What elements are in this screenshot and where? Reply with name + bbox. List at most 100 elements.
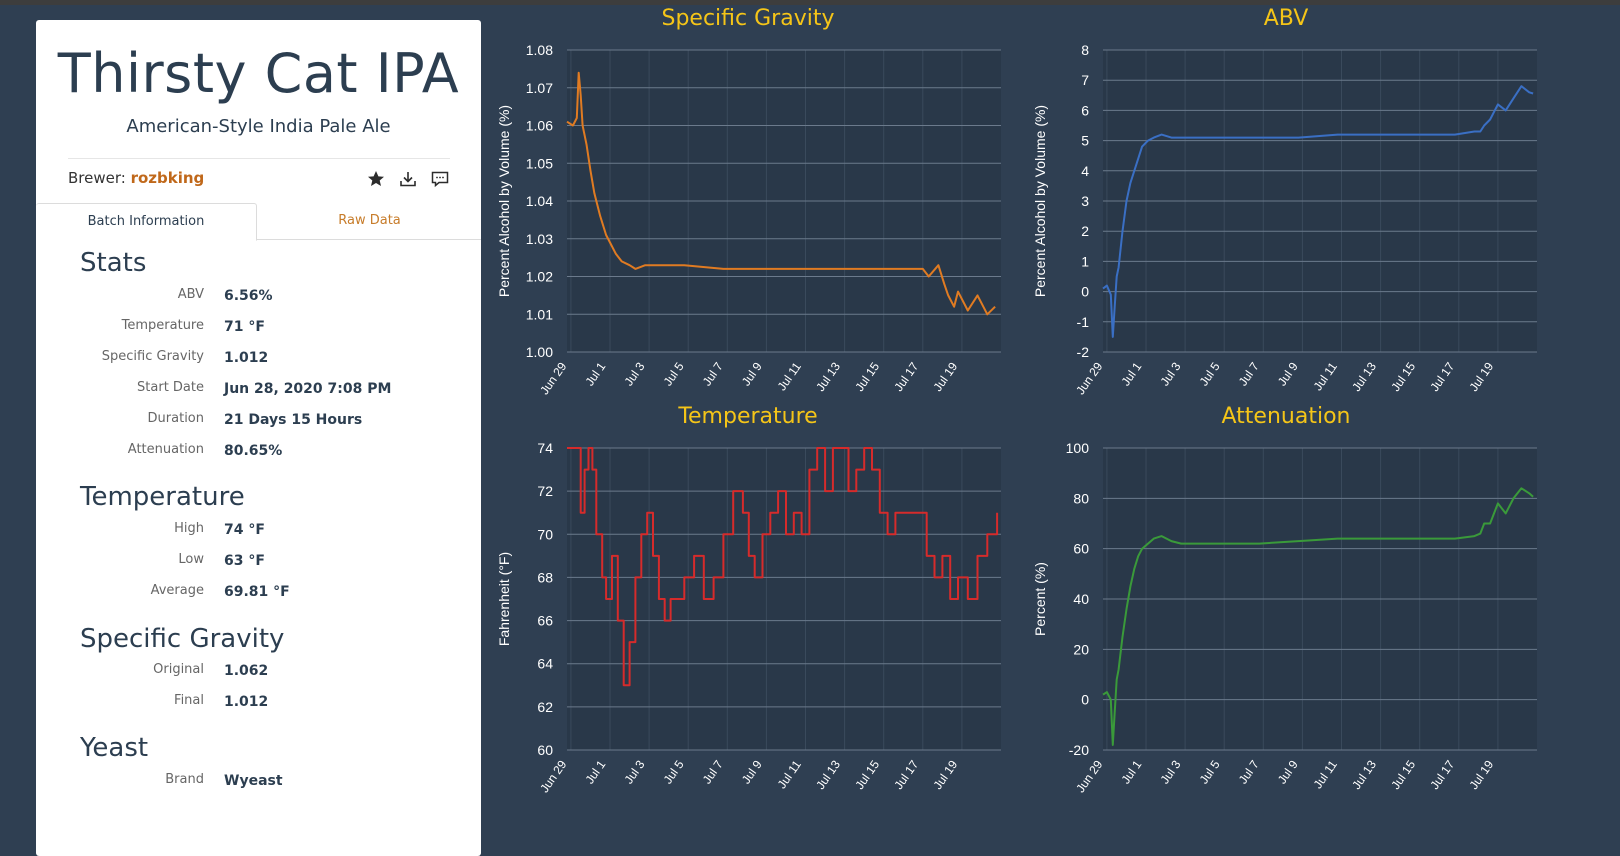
beer-style: American-Style India Pale Ale [126,116,391,137]
stat-value: 69.81 °F [224,584,290,600]
brewer-info: Brewer: rozbking [68,169,204,187]
star-icon[interactable] [366,169,386,189]
x-tick-label: Jul 19 [1467,757,1497,792]
y-axis-label: Percent (%) [1032,562,1048,636]
tab-batch-information[interactable]: Batch Information [36,203,257,241]
x-tick-label: Jul 5 [1197,359,1223,388]
y-tick-label: 70 [537,526,553,542]
y-tick-label: 1.08 [526,42,553,58]
tab-raw-data[interactable]: Raw Data [338,213,401,228]
stat-label: Original [153,662,204,677]
y-tick-label: -2 [1077,344,1090,360]
y-tick-label: 1.04 [526,193,553,209]
y-tick-label: 7 [1081,72,1089,88]
x-tick-label: Jul 9 [1275,757,1301,786]
gravity-chart-title: Specific Gravity [661,6,835,31]
y-tick-label: 80 [1073,490,1089,506]
x-tick-label: Jul 17 [1427,359,1457,394]
x-tick-label: Jul 1 [1118,757,1144,786]
x-tick-label: Jul 15 [852,757,882,792]
stat-value: 74 °F [224,522,265,538]
x-tick-label: Jul 1 [1118,359,1144,388]
y-tick-label: -1 [1077,314,1090,330]
y-tick-label: 60 [1073,541,1089,557]
series-line [1102,487,1534,746]
x-tick-label: Jul 5 [661,359,687,388]
y-tick-label: 68 [537,569,553,585]
stat-label: High [174,521,204,536]
x-tick-label: Jul 11 [1311,359,1341,393]
stat-label: Duration [147,411,204,426]
y-tick-label: 62 [537,699,553,715]
stat-value: 21 Days 15 Hours [224,412,363,428]
stat-row: Duration 21 Days 15 Hours [36,411,481,433]
y-tick-label: 4 [1081,163,1089,179]
stat-value: 80.65% [224,443,283,459]
x-tick-label: Jul 11 [1311,757,1341,791]
stat-value: 63 °F [224,553,265,569]
brewer-link[interactable]: rozbking [130,169,205,187]
stat-value: 71 °F [224,319,265,335]
temperature-chart-title: Temperature [678,404,818,429]
x-tick-label: Jul 13 [1349,757,1379,792]
x-tick-label: Jul 7 [700,359,726,388]
plot-area [567,448,1001,750]
stat-value: 1.012 [224,694,269,710]
temperature-heading: Temperature [80,482,245,512]
x-tick-label: Jul 11 [775,757,805,791]
y-tick-label: 66 [537,613,553,629]
y-tick-label: 60 [537,742,553,758]
x-tick-label: Jul 17 [891,359,921,394]
x-tick-label: Jul 13 [1349,359,1379,394]
y-tick-label: 5 [1081,133,1089,149]
stat-value: Jun 28, 2020 7:08 PM [224,381,392,397]
comment-icon[interactable] [430,169,450,189]
x-tick-label: Jul 5 [661,757,687,786]
y-tick-label: 100 [1066,440,1090,456]
x-tick-label: Jul 15 [1388,359,1418,394]
action-icons [366,169,450,189]
gravity-heading: Specific Gravity [80,624,285,654]
x-tick-label: Jul 19 [931,359,961,394]
stat-label: Start Date [137,380,204,395]
x-tick-label: Jul 15 [1388,757,1418,792]
stat-label: Final [174,693,204,708]
gravity-chart[interactable]: Jun 29 Jul 1 Jul 3 Jul 5 Jul 7 Jul 9 Jul 11 Jul… [0,0,1620,836]
stat-row: Start Date Jun 28, 2020 7:08 PM [36,380,481,402]
stat-label: Low [178,552,204,567]
stat-value: Wyeast [224,773,283,789]
stat-row: High 74 °F [36,521,481,543]
stat-label: Specific Gravity [101,349,204,364]
y-tick-label: 1.00 [526,344,553,360]
stat-row: Brand Wyeast [36,772,481,794]
x-tick-label: Jul 9 [739,757,765,786]
y-tick-label: 6 [1081,102,1089,118]
x-tick-label: Jun 29 [1073,359,1105,397]
y-tick-label: 2 [1081,223,1089,239]
x-tick-label: Jun 29 [537,757,569,795]
x-tick-label: Jun 29 [1073,757,1105,795]
x-tick-label: Jul 1 [582,359,608,388]
stat-value: 1.012 [224,350,269,366]
stat-label: ABV [177,287,204,302]
x-tick-label: Jul 17 [1427,757,1457,792]
x-tick-label: Jul 7 [1236,757,1262,786]
beer-title: Thirsty Cat IPA [57,42,460,105]
y-tick-label: 0 [1081,284,1089,300]
abv-chart-title: ABV [1263,6,1309,31]
y-tick-label: 8 [1081,42,1089,58]
y-tick-label: 40 [1073,591,1089,607]
stat-label: Attenuation [127,442,204,457]
x-tick-label: Jul 13 [813,757,843,792]
download-icon[interactable] [398,169,418,189]
stats-heading: Stats [80,248,147,278]
stat-row: Low 63 °F [36,552,481,574]
y-tick-label: 1.05 [526,155,553,171]
y-tick-label: 1.03 [526,231,553,247]
brewer-label: Brewer: [68,169,126,187]
x-tick-label: Jul 19 [931,757,961,792]
batch-info-panel: Thirsty Cat IPA American-Style India Pal… [36,20,481,856]
tab-bar: Batch Information Raw Data [36,203,481,241]
y-tick-label: 1 [1081,253,1089,269]
yeast-heading: Yeast [80,733,149,763]
